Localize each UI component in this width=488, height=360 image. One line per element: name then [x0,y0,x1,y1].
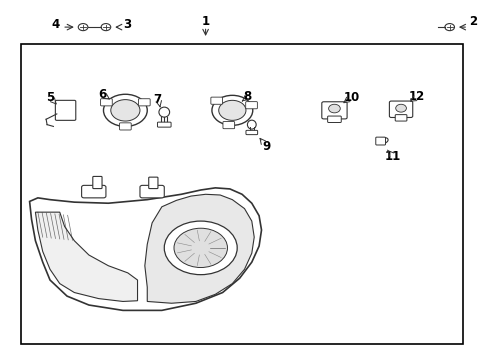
Text: 11: 11 [384,150,400,163]
Bar [21,44,462,344]
Text: 4: 4 [51,18,60,31]
Text: 12: 12 [408,90,425,103]
FancyBboxPatch shape [327,116,341,122]
FancyBboxPatch shape [210,97,222,104]
FancyBboxPatch shape [140,185,164,198]
FancyBboxPatch shape [138,99,150,106]
FancyBboxPatch shape [81,185,106,198]
Ellipse shape [247,120,256,129]
Ellipse shape [159,107,169,117]
Circle shape [174,228,227,267]
Text: 10: 10 [343,91,359,104]
Circle shape [103,94,147,126]
Polygon shape [144,194,254,303]
FancyBboxPatch shape [321,102,346,119]
Text: 2: 2 [468,14,476,27]
Circle shape [211,95,252,125]
FancyBboxPatch shape [245,102,257,109]
Circle shape [444,23,453,31]
FancyBboxPatch shape [223,122,234,129]
Text: 9: 9 [262,140,270,153]
Text: 1: 1 [201,14,209,27]
Polygon shape [35,212,137,301]
FancyBboxPatch shape [375,137,385,145]
Circle shape [164,221,237,275]
Circle shape [218,100,245,120]
FancyBboxPatch shape [157,122,171,127]
FancyBboxPatch shape [394,114,406,121]
Circle shape [101,23,110,31]
FancyBboxPatch shape [148,177,158,189]
Circle shape [78,23,88,31]
Text: 3: 3 [122,18,131,31]
FancyBboxPatch shape [388,101,412,117]
Circle shape [328,104,340,113]
Polygon shape [30,188,261,310]
Text: 5: 5 [46,91,54,104]
Circle shape [111,100,140,121]
Circle shape [395,104,406,112]
Text: 6: 6 [98,88,106,101]
Text: 8: 8 [243,90,250,103]
FancyBboxPatch shape [93,176,102,189]
Ellipse shape [377,138,387,144]
FancyBboxPatch shape [55,100,76,120]
FancyBboxPatch shape [119,123,131,130]
FancyBboxPatch shape [101,99,112,106]
Text: 7: 7 [153,93,161,106]
FancyBboxPatch shape [245,130,257,135]
